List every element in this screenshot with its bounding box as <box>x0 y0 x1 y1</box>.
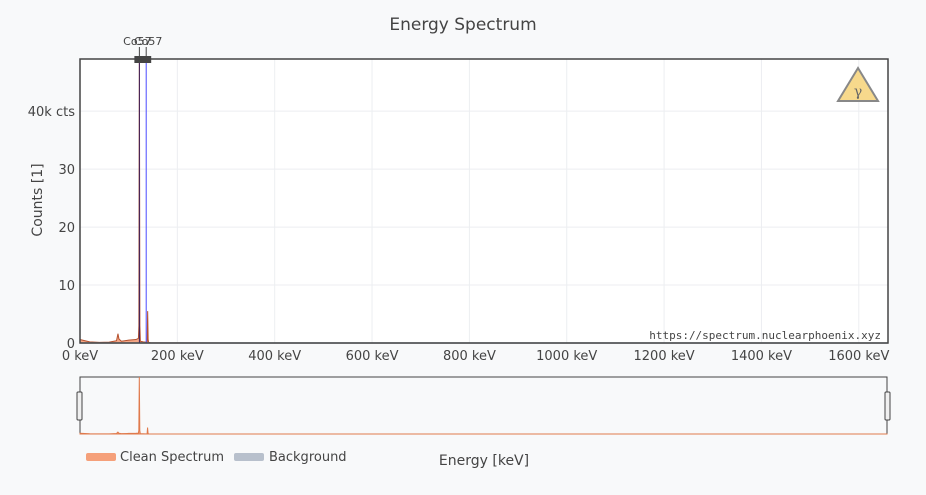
x-tick-label: 600 keV <box>346 349 399 364</box>
x-tick-label: 1200 keV <box>634 349 695 364</box>
range-slider-frame <box>79 376 888 435</box>
legend[interactable]: Clean Spectrum Background <box>86 450 347 465</box>
range-slider[interactable] <box>76 376 891 435</box>
chart-title: Energy Spectrum <box>389 15 536 35</box>
peak-marker-cap[interactable] <box>141 56 152 63</box>
legend-swatch-clean-spectrum <box>86 453 116 461</box>
x-tick-label: 1600 keV <box>828 349 889 364</box>
range-slider-left-handle[interactable] <box>76 391 83 421</box>
x-axis-title: Energy [keV] <box>439 453 529 469</box>
y-axis-title: Counts [1] <box>30 163 46 236</box>
x-tick-label: 800 keV <box>443 349 496 364</box>
watermark-url: https://spectrum.nuclearphoenix.xyz <box>649 329 881 342</box>
radiation-warning-icon: γ <box>836 66 880 102</box>
y-tick-label: 20 <box>58 221 75 236</box>
peak-marker-label: Co57 <box>134 35 162 48</box>
range-slider-series <box>79 376 888 435</box>
plot-background <box>80 59 888 343</box>
y-tick-label: 40k cts <box>28 105 75 120</box>
x-tick-label: 1000 keV <box>536 349 597 364</box>
legend-label-background: Background <box>269 450 347 465</box>
legend-item-clean-spectrum[interactable]: Clean Spectrum <box>86 450 224 465</box>
peak-marker-label: Co57 <box>123 35 151 48</box>
legend-label-clean-spectrum: Clean Spectrum <box>120 450 224 465</box>
y-tick-label: 10 <box>58 279 75 294</box>
marker-layer <box>138 59 147 343</box>
y-tick-label: 30 <box>58 163 75 178</box>
main-plot-area[interactable]: 0 keV 200 keV 400 keV 600 keV 800 keV 1000 ke… <box>28 58 890 364</box>
x-tick-label: 200 keV <box>151 349 204 364</box>
range-slider-right-handle[interactable] <box>884 391 891 421</box>
svg-text:γ: γ <box>854 84 862 100</box>
legend-swatch-background <box>234 453 264 461</box>
y-tick-label: 0 <box>67 337 75 352</box>
y-tick-labels: 0 10 20 30 40k cts <box>28 105 75 352</box>
x-tick-label: 400 keV <box>248 349 301 364</box>
plot-frame <box>79 58 889 344</box>
x-tick-label: 0 keV <box>62 349 98 364</box>
x-tick-labels: 0 keV 200 keV 400 keV 600 keV 800 keV 1000 ke… <box>62 349 890 364</box>
peak-marker-cap[interactable] <box>134 56 145 63</box>
x-tick-label: 1400 keV <box>731 349 792 364</box>
legend-item-background[interactable]: Background <box>234 450 347 465</box>
range-slider-preview <box>79 376 888 435</box>
